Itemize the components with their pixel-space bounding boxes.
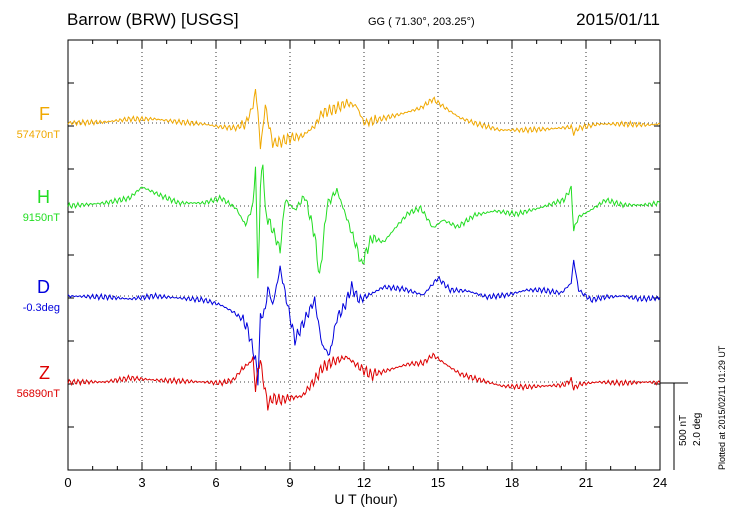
traces [67, 89, 661, 411]
geographic-coordinates: GG ( 71.30°, 203.25°) [368, 16, 475, 28]
x-tick-label: 3 [138, 475, 145, 490]
x-tick-label: 15 [431, 475, 445, 490]
series-label-Z: Z [39, 363, 50, 383]
series-label-D: D [37, 277, 50, 297]
trace-F [67, 89, 661, 150]
trace-H [67, 164, 661, 279]
x-tick-label: 9 [286, 475, 293, 490]
scale-deg-label: 2.0 deg [692, 412, 703, 446]
axis-ticks [67, 40, 661, 470]
station-title: Barrow (BRW) [USGS] [67, 10, 239, 29]
series-baseline-F: 57470nT [16, 129, 60, 141]
trace-Z [67, 352, 661, 411]
x-tick-label: 6 [212, 475, 219, 490]
series-label-F: F [39, 104, 50, 124]
grid-lines [68, 40, 660, 470]
x-tick-labels: 0 3 6 9 12 15 18 21 24 [64, 475, 667, 490]
series-label-H: H [37, 187, 50, 207]
x-axis-label: U T (hour) [334, 491, 397, 507]
scale-nt-label: 500 nT [678, 414, 689, 446]
trace-D [67, 259, 661, 386]
x-tick-label: 18 [505, 475, 519, 490]
x-tick-label: 12 [357, 475, 371, 490]
series-baseline-D: -0.3deg [22, 302, 60, 314]
series-baseline-Z: 56890nT [16, 388, 60, 400]
x-tick-label: 21 [579, 475, 593, 490]
x-tick-label: 24 [653, 475, 667, 490]
x-tick-label: 0 [64, 475, 71, 490]
plotted-at-text: Plotted at 2015/02/11 01:29 UT [717, 345, 727, 470]
series-baseline-H: 9150nT [22, 212, 60, 224]
plot-date: 2015/01/11 [576, 10, 660, 29]
